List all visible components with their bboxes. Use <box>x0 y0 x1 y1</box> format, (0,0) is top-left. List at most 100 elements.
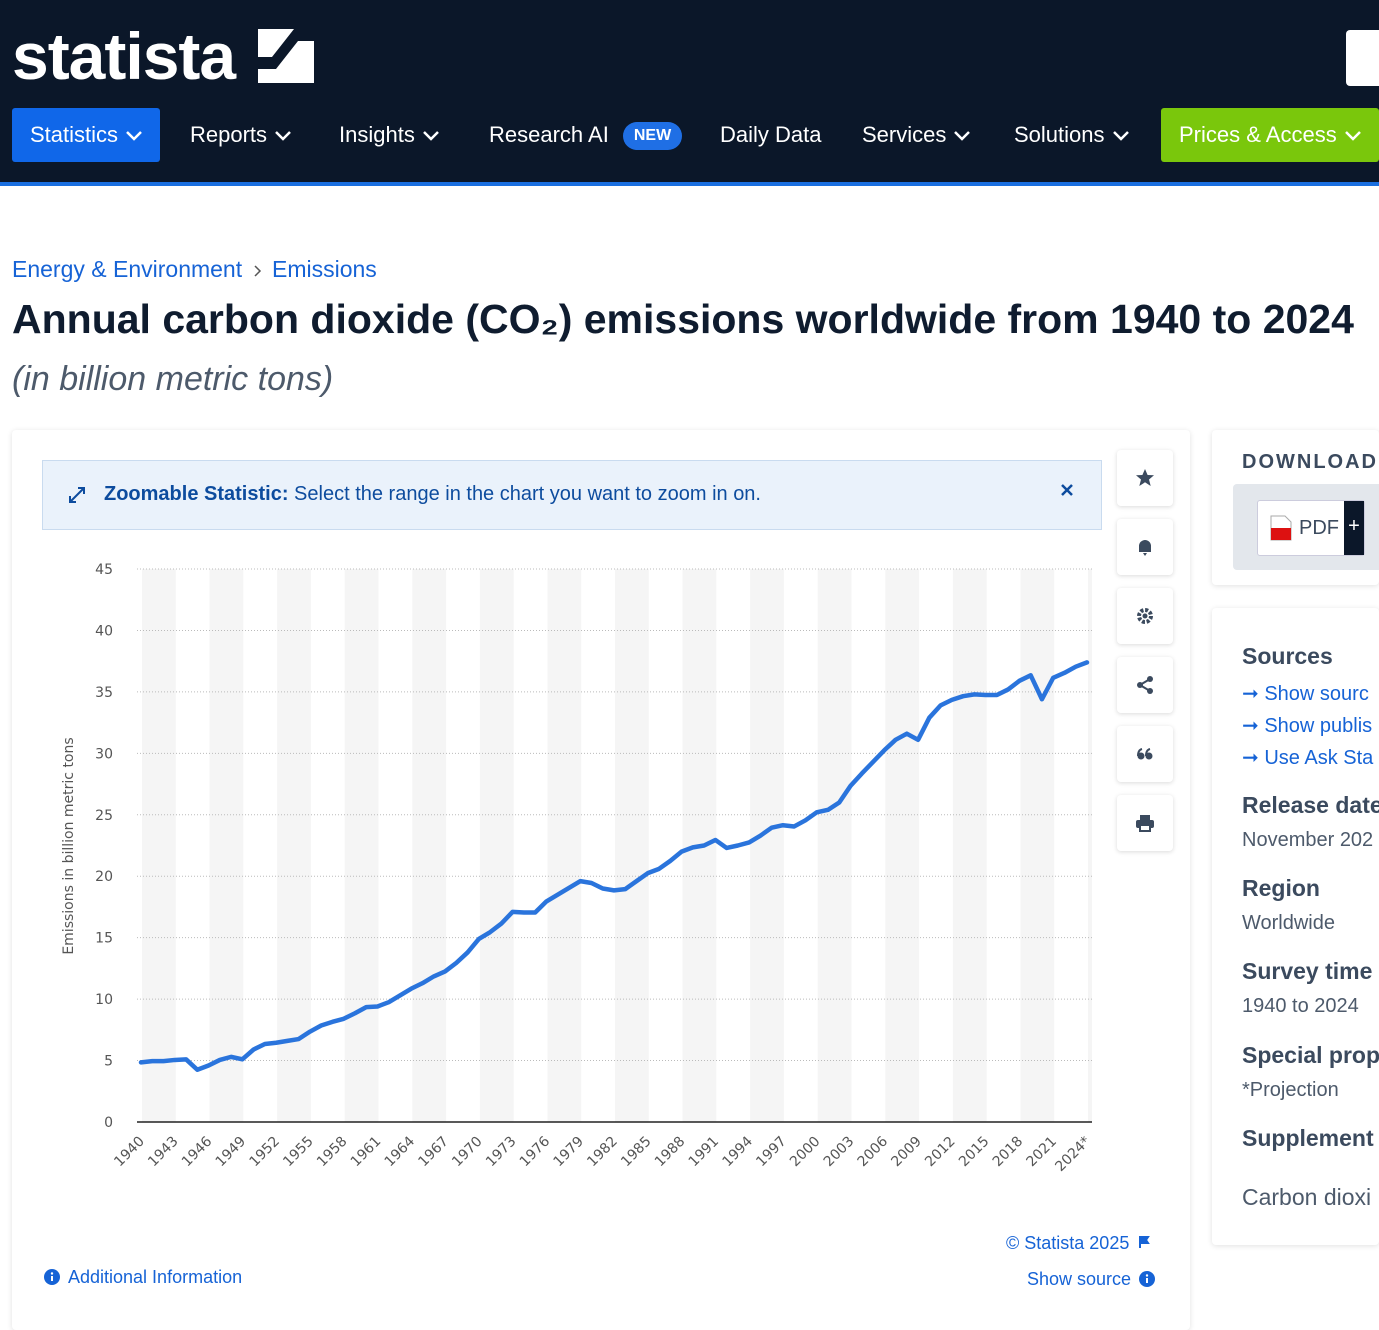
cite-button[interactable] <box>1117 726 1173 782</box>
star-icon <box>1136 469 1154 486</box>
stripe <box>952 569 987 1122</box>
x-tick-label: 2024* <box>1052 1134 1093 1175</box>
nav-item[interactable]: Daily Data <box>702 108 839 162</box>
nav-label: Solutions <box>1014 122 1105 147</box>
nav-item[interactable]: Statistics <box>12 108 161 162</box>
stripe <box>885 569 920 1122</box>
stripe <box>817 569 852 1122</box>
x-tick-label: 1994 <box>719 1133 756 1170</box>
detail-value: 1940 to 2024 <box>1242 995 1359 1017</box>
nav-label: Insights <box>339 122 415 147</box>
favorite-button[interactable] <box>1117 450 1173 506</box>
nav-item[interactable]: Research AI NEW <box>471 108 700 162</box>
x-tick-label: 1940 <box>111 1134 148 1171</box>
stripe <box>479 569 514 1122</box>
y-tick-label: 45 <box>95 562 113 578</box>
print-icon <box>1136 815 1154 832</box>
chart: Emissions in billion metric tons 0 5 10 15 2… <box>61 562 1094 1175</box>
x-tick-label: 2003 <box>821 1134 858 1171</box>
x-tick-label: 1943 <box>145 1134 182 1171</box>
nav-label: Statistics <box>30 122 119 147</box>
bell-icon <box>1139 540 1151 556</box>
detail-heading: Supplement <box>1242 1125 1374 1151</box>
stripe <box>615 569 649 1122</box>
nav-item[interactable]: Services <box>844 108 988 162</box>
share-icon <box>1137 676 1153 694</box>
pdf-plus[interactable]: + <box>1344 501 1364 555</box>
y-tick-label: 0 <box>104 1115 113 1131</box>
source-link[interactable]: ➞ Show sourc <box>1242 683 1369 705</box>
x-tick-label: 1988 <box>652 1134 689 1171</box>
nav-item[interactable]: Reports <box>172 108 309 162</box>
additional-info[interactable]: Additional Information <box>44 1267 242 1288</box>
copyright: © Statista 2025 <box>1006 1233 1151 1254</box>
flag-icon[interactable] <box>1137 1235 1151 1249</box>
link-text: Use Ask Sta <box>1264 747 1374 769</box>
stripe <box>1020 569 1055 1122</box>
x-tick-label: 1973 <box>483 1134 520 1171</box>
print-button[interactable] <box>1117 795 1173 851</box>
show-source-text: Show source <box>1027 1269 1132 1289</box>
share-button[interactable] <box>1117 657 1173 713</box>
nav-item[interactable]: Solutions <box>996 108 1147 162</box>
logo-icon <box>258 29 315 83</box>
x-tick-label: 1946 <box>179 1133 216 1170</box>
line <box>138 660 1090 1073</box>
x-tick-label: 1955 <box>280 1134 317 1171</box>
x-tick-label: 1970 <box>449 1134 486 1171</box>
chevron <box>126 131 142 141</box>
copyright-text: © Statista 2025 <box>1006 1233 1130 1253</box>
notice-label: Zoomable Statistic: <box>104 483 289 505</box>
chevron <box>954 131 971 141</box>
y-tick-label: 35 <box>95 685 113 701</box>
sources-heading: Sources <box>1242 643 1333 669</box>
detail-value: Carbon dioxi <box>1242 1184 1372 1210</box>
x-tick-label: 2006 <box>855 1133 892 1170</box>
x-tick-label: 2015 <box>956 1134 993 1171</box>
expand-icon <box>69 487 85 503</box>
info-card: Sources ➞ Show sourc ➞ Show publis ➞ Use… <box>1212 608 1379 1245</box>
chart-card <box>12 430 1190 1330</box>
gear-icon <box>1137 608 1153 624</box>
show-source[interactable]: Show source <box>1027 1269 1156 1290</box>
stripe <box>750 569 784 1122</box>
info-icon <box>1139 1271 1156 1287</box>
zoom-notice: Zoomable Statistic: Select the range in … <box>42 460 1102 530</box>
nav-item[interactable]: Prices & Access <box>1161 108 1379 162</box>
pdf-icon <box>1270 515 1292 541</box>
download-heading: DOWNLOAD <box>1242 451 1378 473</box>
detail-value: *Projection <box>1242 1079 1339 1101</box>
pdf-button[interactable]: PDF + <box>1257 500 1365 556</box>
info-icon <box>44 1269 60 1285</box>
alert-button[interactable] <box>1117 519 1173 575</box>
download-card: DOWNLOAD PDF + <box>1212 430 1379 585</box>
x-tick-label: 2000 <box>787 1134 824 1171</box>
x-tick-label: 1985 <box>618 1134 655 1171</box>
close-icon[interactable] <box>1060 483 1074 497</box>
detail-heading: Special prop <box>1242 1042 1379 1068</box>
nav-item[interactable]: Insights <box>321 108 457 162</box>
nav-label: Research AI <box>489 122 609 147</box>
x-tick-label: 1979 <box>551 1134 588 1171</box>
breadcrumb-link[interactable]: Emissions <box>272 256 377 282</box>
nav-label: Daily Data <box>720 122 822 147</box>
source-link[interactable]: ➞ Show publis <box>1242 715 1373 737</box>
settings-button[interactable] <box>1117 588 1173 644</box>
breadcrumb-link[interactable]: Energy & Environment <box>12 256 243 282</box>
x-tick-label: 1949 <box>213 1134 250 1171</box>
stripe <box>344 569 379 1122</box>
detail-value: Worldwide <box>1242 912 1335 934</box>
search-box[interactable] <box>1346 30 1379 86</box>
x-tick-label: 1976 <box>517 1133 554 1170</box>
link-text: Show sourc <box>1264 683 1369 705</box>
logo-text: statista <box>12 19 236 93</box>
stripe <box>209 569 244 1122</box>
x-tick-label: 1964 <box>382 1133 419 1170</box>
source-link[interactable]: ➞ Use Ask Sta <box>1242 747 1374 769</box>
detail-heading: Survey time <box>1242 958 1373 984</box>
x-tick-label: 1958 <box>314 1134 351 1171</box>
link-text: Show publis <box>1264 715 1373 737</box>
logo[interactable]: statista <box>12 18 315 94</box>
quote-icon <box>1137 748 1153 760</box>
